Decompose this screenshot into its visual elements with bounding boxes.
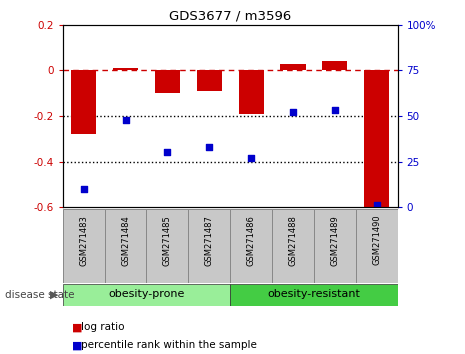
- Text: GSM271487: GSM271487: [205, 215, 214, 266]
- Point: [122, 117, 129, 122]
- Point: [373, 202, 380, 208]
- Bar: [197, 70, 222, 91]
- Bar: [364, 70, 389, 212]
- Bar: [272, 209, 314, 283]
- Bar: [322, 61, 347, 70]
- Bar: [146, 209, 188, 283]
- Text: log ratio: log ratio: [81, 322, 125, 332]
- Bar: [356, 209, 398, 283]
- Point: [206, 144, 213, 150]
- Bar: [155, 70, 180, 93]
- Point: [247, 155, 255, 161]
- Text: disease state: disease state: [5, 290, 74, 300]
- Bar: [239, 70, 264, 114]
- Point: [289, 109, 297, 115]
- Title: GDS3677 / m3596: GDS3677 / m3596: [169, 9, 291, 22]
- Text: ▶: ▶: [50, 290, 58, 300]
- Bar: [230, 284, 398, 306]
- Bar: [113, 68, 138, 70]
- Text: ■: ■: [72, 340, 83, 350]
- Bar: [280, 63, 306, 70]
- Point: [331, 108, 339, 113]
- Bar: [63, 284, 230, 306]
- Bar: [230, 209, 272, 283]
- Text: obesity-prone: obesity-prone: [108, 289, 185, 299]
- Text: GSM271488: GSM271488: [288, 215, 298, 266]
- Text: obesity-resistant: obesity-resistant: [267, 289, 360, 299]
- Text: GSM271490: GSM271490: [372, 215, 381, 266]
- Bar: [188, 209, 230, 283]
- Text: GSM271485: GSM271485: [163, 215, 172, 266]
- Text: ■: ■: [72, 322, 83, 332]
- Text: GSM271483: GSM271483: [79, 215, 88, 266]
- Bar: [63, 209, 105, 283]
- Bar: [314, 209, 356, 283]
- Point: [164, 149, 171, 155]
- Point: [80, 186, 87, 192]
- Text: GSM271486: GSM271486: [246, 215, 256, 266]
- Text: percentile rank within the sample: percentile rank within the sample: [81, 340, 257, 350]
- Text: GSM271489: GSM271489: [330, 215, 339, 266]
- Bar: [105, 209, 146, 283]
- Bar: [71, 70, 96, 134]
- Text: GSM271484: GSM271484: [121, 215, 130, 266]
